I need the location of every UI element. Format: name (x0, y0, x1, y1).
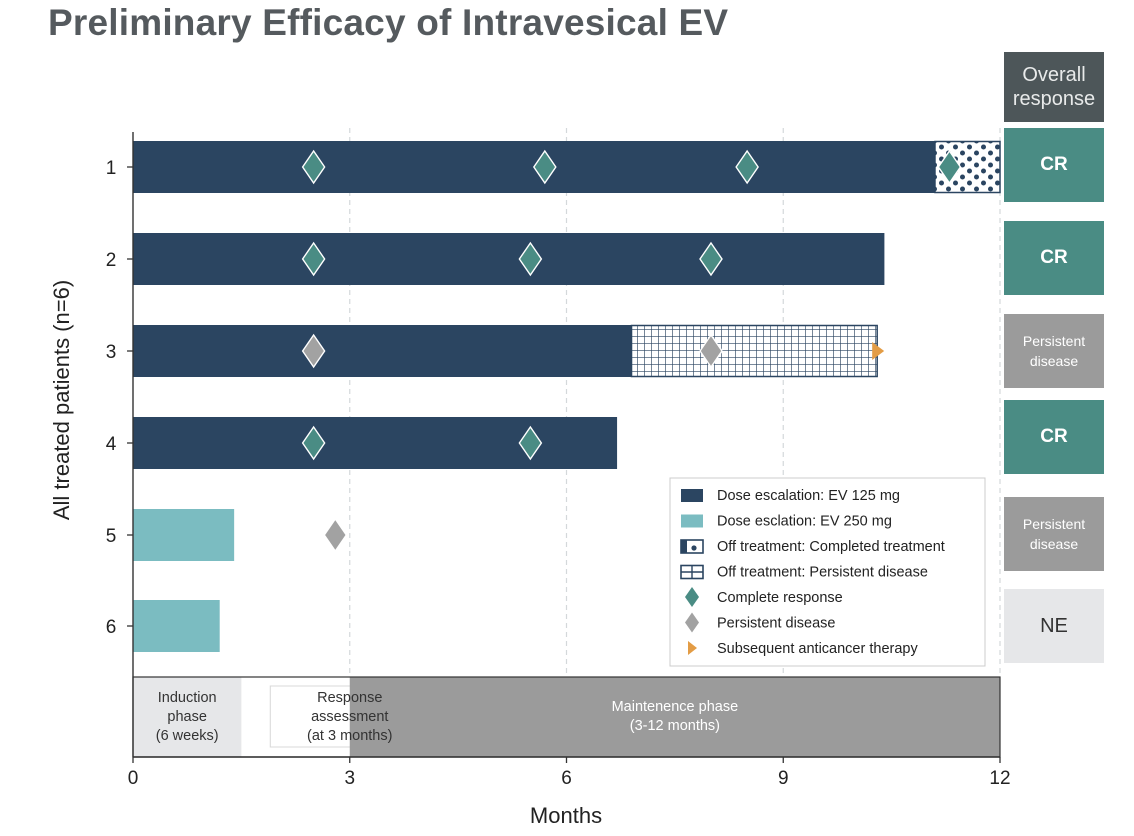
response-label: Persistent disease (1022, 333, 1086, 369)
legend-swatch-part (681, 540, 687, 553)
y-tick-label: 6 (106, 617, 117, 638)
legend-swatch (681, 514, 703, 528)
persistent-disease-marker (323, 517, 348, 553)
phase-box (133, 677, 242, 757)
x-tick-label: 3 (344, 768, 355, 789)
treatment-bar (133, 509, 235, 561)
response-box-2: CR (1004, 221, 1104, 295)
x-tick-label: 0 (128, 768, 139, 789)
legend-label: Persistent disease (717, 616, 835, 632)
y-axis-label: All treated patients (n=6) (49, 280, 74, 520)
response-box-3: Persistent disease (1004, 314, 1104, 388)
complete-response-marker (518, 241, 543, 277)
phase-label: (3-12 months) (630, 718, 720, 734)
phase-label: Response (317, 690, 382, 706)
legend-swatch (685, 612, 699, 633)
legend-label: Subsequent anticancer therapy (717, 641, 918, 657)
y-tick-label: 4 (106, 434, 117, 455)
complete-response-marker (937, 149, 962, 185)
complete-response-marker (518, 425, 543, 461)
complete-response-marker (301, 149, 326, 185)
response-box-6: NE (1004, 589, 1104, 663)
complete-response-marker (301, 241, 326, 277)
legend-swatch (688, 641, 697, 655)
off-treatment-bar (630, 324, 878, 378)
response-label: NE (1040, 615, 1068, 637)
response-box-5: Persistent disease (1004, 497, 1104, 571)
response-label: CR (1040, 154, 1068, 175)
x-tick-label: 12 (989, 768, 1010, 789)
legend-swatch (681, 489, 703, 502)
complete-response-marker (735, 149, 759, 185)
complete-response-marker (532, 149, 557, 185)
phase-label: Maintenence phase (612, 699, 739, 715)
page-title: Preliminary Efficacy of Intravesical EV (48, 2, 729, 43)
persistent-disease-marker (301, 333, 326, 369)
y-tick-label: 5 (106, 526, 117, 547)
response-box-4: CR (1004, 400, 1104, 474)
y-tick-label: 2 (106, 250, 117, 271)
x-tick-label: 6 (561, 768, 572, 789)
legend-label: Complete response (717, 590, 843, 606)
phase-label: (at 3 months) (307, 728, 392, 744)
y-tick-label: 1 (106, 158, 117, 179)
complete-response-marker (301, 425, 326, 461)
phase-box (349, 677, 1000, 757)
legend-label: Dose escalation: EV 125 mg (717, 488, 900, 504)
persistent-disease-marker (699, 333, 723, 369)
subsequent-therapy-marker (872, 342, 885, 360)
legend-label: Dose esclation: EV 250 mg (717, 514, 892, 530)
y-tick-label: 3 (106, 342, 117, 363)
overall-response-header: Overall response (1004, 52, 1104, 122)
complete-response-marker (699, 241, 723, 277)
phase-label: phase (167, 709, 207, 725)
treatment-bar (133, 233, 885, 285)
phase-label: Induction (158, 690, 217, 706)
legend-label: Off treatment: Persistent disease (717, 565, 928, 581)
phase-label: assessment (311, 709, 388, 725)
response-box-1: CR (1004, 128, 1104, 202)
legend-box (669, 477, 986, 667)
treatment-bar (133, 417, 618, 469)
legend-swatch (685, 587, 699, 607)
legend-swatch-part (691, 545, 697, 551)
response-label: CR (1040, 426, 1068, 447)
phase-label: (6 weeks) (156, 728, 219, 744)
legend-label: Off treatment: Completed treatment (717, 539, 945, 555)
x-tick-label: 9 (778, 768, 789, 789)
treatment-bar (133, 325, 632, 377)
response-label: CR (1040, 247, 1068, 268)
treatment-bar (133, 600, 220, 652)
x-axis-label: Months (530, 803, 602, 828)
response-label: Persistent disease (1022, 516, 1086, 552)
